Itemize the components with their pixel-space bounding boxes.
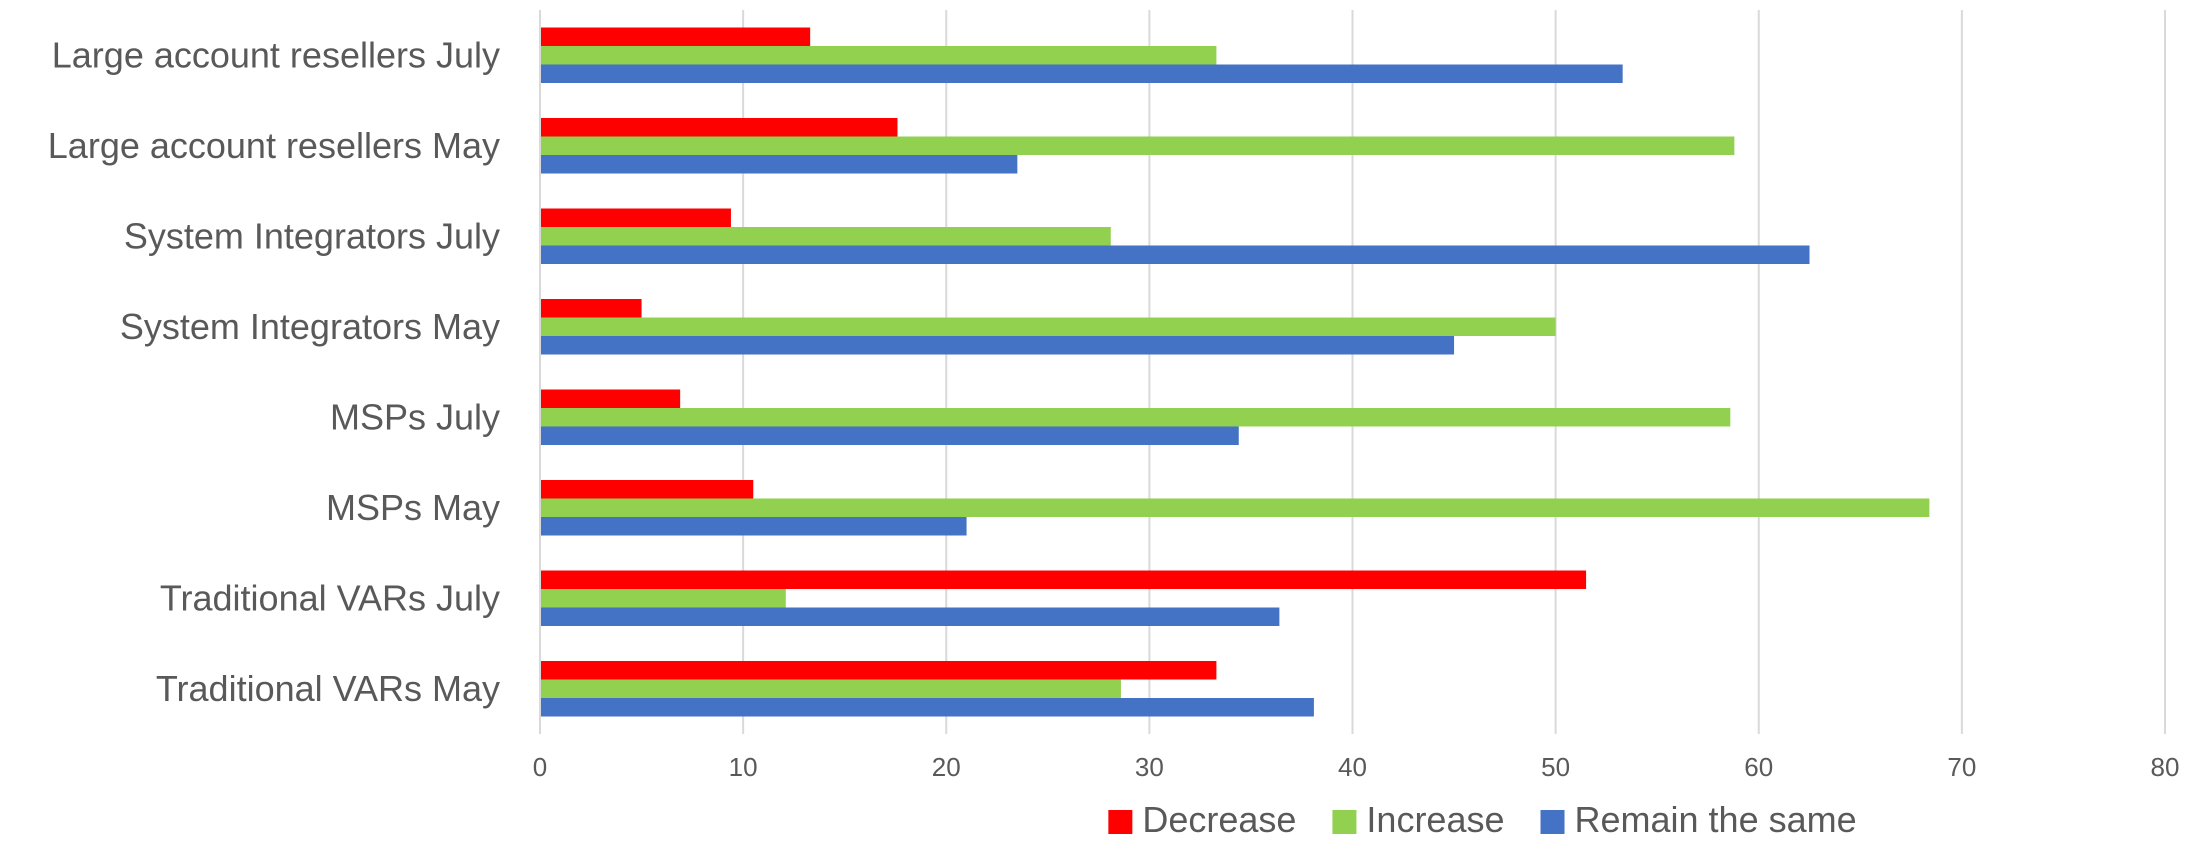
category-label: System Integrators July	[124, 215, 500, 256]
category-label: MSPs May	[326, 487, 500, 528]
x-tick-label: 0	[533, 752, 547, 782]
x-tick-label: 10	[729, 752, 758, 782]
bar-remain-the-same	[540, 155, 1018, 174]
bar-decrease	[540, 480, 754, 499]
x-tick-label: 50	[1541, 752, 1570, 782]
category-axis: Traditional VARs May Traditional VARs Jul…	[48, 34, 500, 709]
bar-increase	[540, 317, 1556, 336]
x-tick-label: 20	[932, 752, 961, 782]
bar-decrease	[540, 208, 731, 227]
bar-decrease	[540, 118, 898, 137]
bar-remain-the-same	[540, 517, 967, 536]
bar-remain-the-same	[540, 64, 1623, 83]
legend-swatch-increase	[1332, 810, 1357, 834]
legend-swatch-remain-the-same	[1540, 810, 1565, 834]
bar-remain-the-same	[540, 698, 1314, 717]
bar-increase	[540, 498, 1930, 517]
legend-label: Decrease	[1142, 799, 1296, 840]
category-label: Large account resellers May	[48, 125, 500, 166]
bar-decrease	[540, 27, 811, 46]
bar-decrease	[540, 661, 1217, 680]
category-label: Traditional VARs July	[160, 577, 500, 618]
x-tick-label: 70	[1947, 752, 1976, 782]
bar-remain-the-same	[540, 336, 1455, 355]
x-tick-label: 80	[2151, 752, 2180, 782]
bars	[540, 27, 1930, 717]
bar-increase	[540, 408, 1731, 427]
legend-swatch-decrease	[1108, 810, 1133, 834]
category-label: System Integrators May	[120, 306, 500, 347]
legend: Decrease Increase Remain the same	[1108, 799, 1857, 840]
category-label: Large account resellers July	[52, 34, 500, 75]
x-tick-label: 40	[1338, 752, 1367, 782]
category-label: MSPs July	[330, 396, 500, 437]
bar-remain-the-same	[540, 607, 1280, 626]
bar-increase	[540, 679, 1121, 698]
bar-increase	[540, 46, 1217, 65]
category-label: Traditional VARs May	[156, 668, 500, 709]
bar-increase	[540, 589, 786, 608]
x-tick-label: 60	[1744, 752, 1773, 782]
bar-increase	[540, 227, 1111, 246]
bar-decrease	[540, 299, 642, 318]
bar-remain-the-same	[540, 426, 1239, 445]
bar-remain-the-same	[540, 245, 1810, 264]
legend-label: Remain the same	[1575, 799, 1857, 840]
bar-increase	[540, 136, 1735, 155]
legend-label: Increase	[1366, 799, 1504, 840]
bar-decrease	[540, 389, 681, 408]
bar-decrease	[540, 570, 1587, 589]
x-tick-label: 30	[1135, 752, 1164, 782]
x-axis: 0 10 20 30 40 50 60 70 80	[533, 10, 2180, 782]
